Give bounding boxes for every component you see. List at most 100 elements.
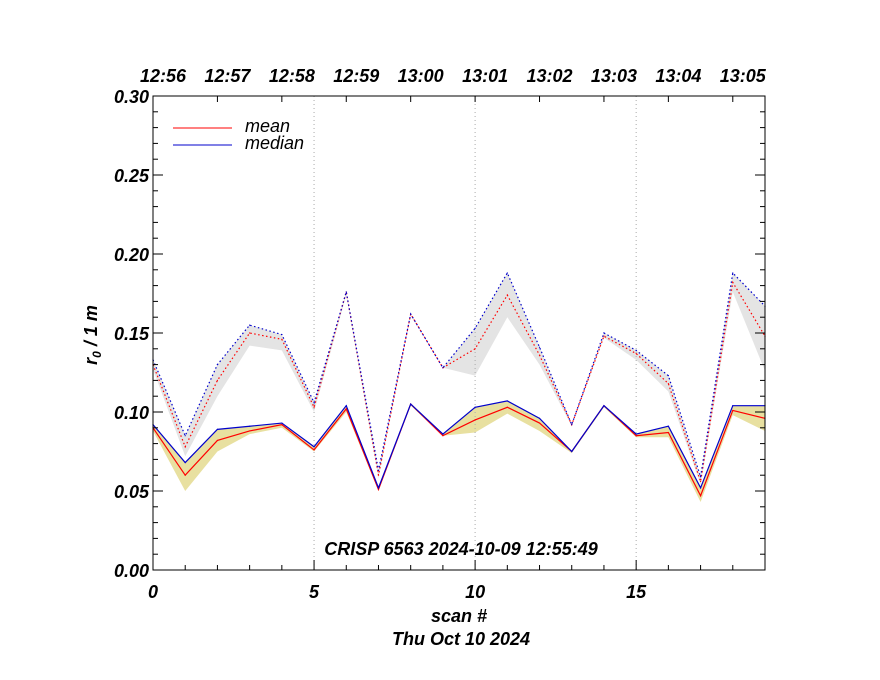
y-axis-title: r0 / 1 m: [81, 305, 104, 365]
series-lines: [152, 271, 766, 498]
top-time-label: 12:58: [269, 66, 315, 86]
series-3-point-2: [216, 364, 219, 366]
top-time-label: 13:02: [527, 66, 573, 86]
legend-median-label: median: [245, 133, 304, 153]
y-axis-title-subscript: 0: [90, 351, 104, 358]
series-0-point-2: [216, 439, 219, 442]
series-1-point-10: [474, 406, 476, 408]
axis-ticks: [152, 95, 766, 571]
y-axis-title-units: / 1 m: [81, 305, 101, 351]
y-tick-label: 0.10: [114, 403, 149, 423]
x-tick-label: 5: [309, 582, 320, 602]
y-tick-label: 0.05: [114, 482, 150, 502]
series-0-point-11: [506, 406, 508, 408]
y-tick-label: 0.00: [114, 561, 149, 581]
x-tick-label: 10: [465, 582, 485, 602]
series-line-3: [152, 271, 766, 477]
band-0: [153, 400, 765, 503]
series-1-point-16: [667, 425, 669, 427]
series-0-point-18: [732, 409, 734, 412]
series-0-point-16: [667, 431, 669, 434]
legend: mean median: [173, 116, 304, 153]
series-0-point-5: [313, 449, 315, 451]
top-time-label: 13:03: [591, 66, 637, 86]
series-2-point-7: [377, 474, 380, 476]
spread-bands: [153, 272, 765, 503]
y-tick-label: 0.25: [114, 166, 150, 186]
vertical-gridlines: [313, 96, 637, 570]
legend-mean-label: mean: [245, 116, 290, 136]
series-1-point-4: [281, 422, 283, 424]
series-2-point-4: [281, 338, 283, 340]
series-3-point-12: [538, 346, 541, 348]
series-1-point-15: [635, 433, 637, 435]
series-0-point-1: [184, 474, 186, 476]
x-axis-title: scan #: [431, 606, 487, 626]
series-line-2: [152, 280, 766, 482]
y-tick-labels: 0.00 0.05 0.10 0.15 0.20 0.25 0.30: [114, 87, 150, 581]
series-2-point-17: [699, 480, 702, 483]
series-3-point-4: [281, 333, 283, 336]
series-1-point-9: [442, 433, 444, 435]
series-2-point-10: [474, 348, 476, 350]
top-time-label: 13:05: [720, 66, 767, 86]
series-3-point-11: [506, 272, 508, 274]
series-1-point-1: [184, 461, 186, 464]
top-time-label: 12:59: [333, 66, 379, 86]
series-2-point-11: [506, 294, 508, 296]
series-2-point-15: [635, 352, 637, 355]
series-1-point-14: [603, 405, 605, 407]
series-0-point-3: [249, 430, 251, 432]
series-3-point-9: [442, 367, 444, 369]
series-1-point-7: [377, 487, 380, 489]
series-2-point-12: [538, 354, 541, 356]
y-tick-label: 0.30: [114, 87, 149, 107]
series-2-point-1: [184, 446, 186, 448]
series-3-point-13: [571, 424, 573, 426]
series-0-point-12: [538, 422, 541, 424]
series-3-point-14: [603, 332, 605, 334]
y-tick-label: 0.15: [114, 324, 150, 344]
top-time-label: 13:01: [462, 66, 508, 86]
top-time-label: 12:56: [140, 66, 187, 86]
series-3-point-1: [184, 435, 186, 437]
series-0-point-9: [442, 435, 444, 437]
series-3-point-3: [249, 324, 251, 326]
series-1-point-5: [313, 446, 315, 448]
top-time-label: 12:57: [204, 66, 251, 86]
top-time-label: 13:00: [398, 66, 444, 86]
series-2-point-5: [313, 406, 315, 408]
series-1-point-18: [732, 405, 734, 407]
series-3-point-16: [667, 375, 669, 377]
series-3-point-6: [345, 291, 347, 293]
series-1-point-11: [506, 400, 508, 402]
series-3-point-15: [635, 349, 637, 351]
series-2-point-16: [667, 382, 669, 385]
date-label: Thu Oct 10 2024: [392, 629, 530, 649]
series-0-point-15: [635, 435, 637, 437]
series-line-1: [152, 400, 765, 490]
series-3-point-8: [410, 313, 412, 315]
x-tick-label: 15: [626, 582, 647, 602]
series-3-point-17: [699, 476, 702, 478]
top-time-labels: 12:56 12:57 12:58 12:59 13:00 13:01 13:02 13:03…: [140, 66, 767, 86]
series-0-point-17: [699, 495, 702, 497]
series-1-point-2: [216, 428, 219, 430]
series-3-point-10: [474, 327, 476, 329]
chart-annotation: CRISP 6563 2024-10-09 12:55:49: [324, 539, 598, 559]
x-tick-labels: 0 5 10 15: [148, 582, 647, 602]
series-2-point-14: [603, 335, 605, 337]
series-line-0: [152, 403, 766, 498]
series-2-point-3: [249, 332, 251, 334]
band-1: [153, 272, 765, 485]
top-time-label: 13:04: [655, 66, 701, 86]
series-2-point-18: [732, 281, 734, 284]
y-axis-title-main: r: [81, 357, 101, 365]
series-1-point-13: [571, 450, 573, 453]
x-tick-label: 0: [148, 582, 158, 602]
series-0-point-4: [281, 424, 283, 426]
y-tick-label: 0.20: [114, 245, 149, 265]
series-1-point-3: [249, 425, 251, 427]
series-1-point-17: [699, 487, 702, 489]
